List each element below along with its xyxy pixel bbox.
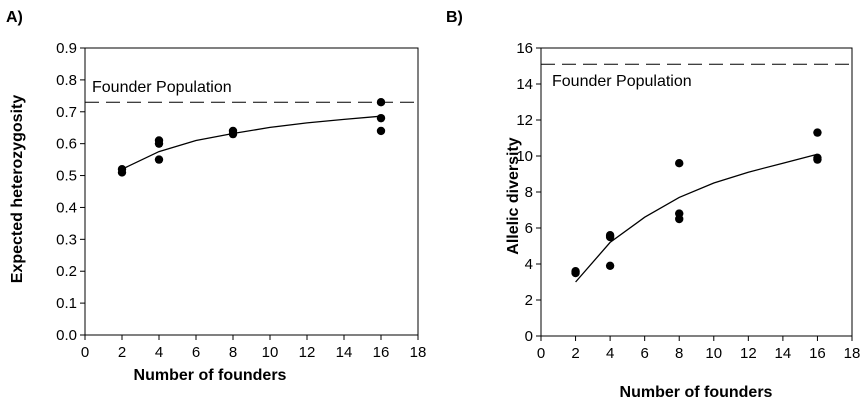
fit-curve — [121, 115, 382, 170]
panel-label: B) — [446, 9, 463, 26]
x-tick-label: 4 — [606, 345, 614, 362]
x-axis-title: Number of founders — [134, 367, 287, 384]
data-point — [571, 267, 580, 276]
y-tick-label: 0.7 — [56, 104, 77, 121]
plot-frame — [84, 47, 419, 336]
x-tick-label: 8 — [675, 345, 683, 362]
y-tick-label: 0.3 — [56, 231, 77, 248]
data-point — [376, 98, 386, 107]
data-point — [376, 126, 386, 136]
x-tick-label: 4 — [155, 344, 163, 361]
x-tick-label: 18 — [844, 345, 861, 362]
data-point — [675, 159, 684, 168]
x-tick-label: 2 — [571, 345, 579, 362]
y-tick-label: 4 — [525, 256, 533, 273]
data-point — [813, 128, 822, 137]
panel-a: A) Number of founders Expected heterozyg… — [6, 9, 426, 384]
data-point — [605, 261, 615, 270]
y-tick-label: 0.5 — [56, 168, 77, 185]
x-tick-label: 6 — [192, 344, 200, 361]
x-tick-label: 2 — [118, 344, 126, 361]
y-tick-label: 0.9 — [56, 40, 77, 57]
y-tick-label: 10 — [516, 148, 533, 165]
x-tick-label: 12 — [299, 344, 316, 361]
y-tick-label: 0.1 — [56, 295, 77, 312]
y-tick-label: 0.8 — [56, 72, 77, 89]
x-tick-label: 8 — [229, 344, 237, 361]
reference-line-label: Founder Population — [552, 73, 692, 90]
data-point — [117, 164, 127, 174]
x-tick-label: 10 — [262, 344, 279, 361]
data-point — [228, 126, 238, 136]
x-tick-label: 12 — [740, 345, 757, 362]
x-tick-label: 18 — [410, 344, 427, 361]
panel-label: A) — [6, 9, 23, 26]
data-point — [813, 153, 822, 162]
data-point — [675, 209, 684, 218]
data-point — [154, 155, 164, 164]
data-point — [605, 231, 615, 240]
y-tick-label: 6 — [525, 220, 533, 237]
plot-frame — [540, 47, 853, 337]
data-point — [376, 113, 386, 123]
y-tick-label: 0 — [525, 328, 533, 345]
reference-line-label: Founder Population — [92, 79, 232, 96]
x-tick-label: 16 — [373, 344, 390, 361]
y-tick-label: 2 — [525, 292, 533, 309]
y-tick-label: 16 — [516, 40, 533, 57]
x-tick-label: 6 — [640, 345, 648, 362]
y-tick-label: 14 — [516, 76, 533, 93]
y-tick-label: 0.2 — [56, 263, 77, 280]
y-tick-label: 0.6 — [56, 136, 77, 153]
x-tick-label: 16 — [809, 345, 826, 362]
x-axis-title: Number of founders — [620, 384, 773, 401]
y-tick-label: 0.0 — [56, 327, 77, 344]
data-point — [154, 136, 164, 145]
y-axis-title: Expected heterozygosity — [9, 95, 26, 284]
x-tick-label: 14 — [336, 344, 353, 361]
panel-b: B) Number of founders Allelic diversity … — [446, 9, 860, 401]
x-tick-label: 10 — [705, 345, 722, 362]
x-tick-label: 0 — [537, 345, 545, 362]
x-tick-label: 14 — [775, 345, 792, 362]
y-tick-label: 8 — [525, 184, 533, 201]
fit-curve — [575, 153, 818, 283]
y-tick-label: 12 — [516, 112, 533, 129]
y-tick-label: 0.4 — [56, 199, 77, 216]
y-axis-title: Allelic diversity — [505, 137, 522, 254]
x-tick-label: 0 — [81, 344, 89, 361]
